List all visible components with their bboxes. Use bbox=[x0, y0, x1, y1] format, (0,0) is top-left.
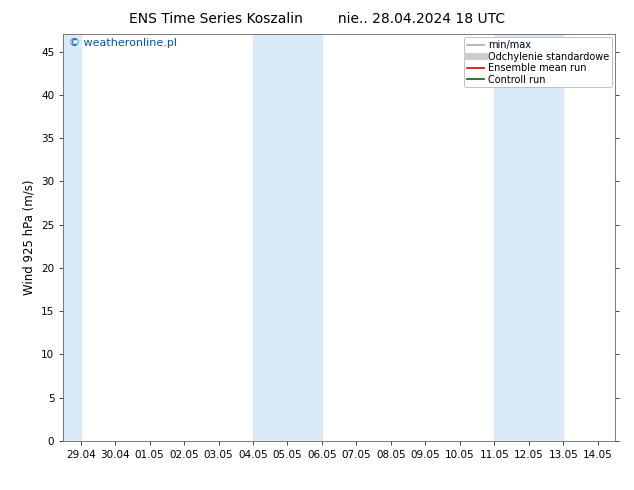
Bar bbox=[63, 34, 81, 441]
Y-axis label: Wind 925 hPa (m/s): Wind 925 hPa (m/s) bbox=[23, 180, 36, 295]
Text: © weatheronline.pl: © weatheronline.pl bbox=[69, 38, 177, 49]
Bar bbox=[495, 34, 563, 441]
Text: ENS Time Series Koszalin        nie.. 28.04.2024 18 UTC: ENS Time Series Koszalin nie.. 28.04.202… bbox=[129, 12, 505, 26]
Legend: min/max, Odchylenie standardowe, Ensemble mean run, Controll run: min/max, Odchylenie standardowe, Ensembl… bbox=[463, 37, 612, 87]
Bar bbox=[253, 34, 322, 441]
